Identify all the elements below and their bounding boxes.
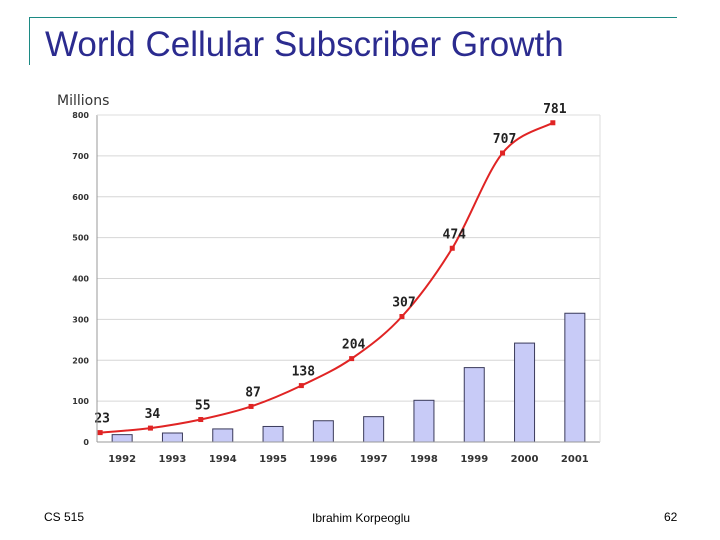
line-point-1992: [97, 430, 103, 436]
y-tick-label-700: 700: [72, 152, 89, 161]
title-frame-top: [29, 17, 677, 18]
x-tick-label-2001: 2001: [561, 454, 589, 465]
bar-layer: [111, 312, 586, 443]
data-label-1994: 55: [195, 399, 211, 414]
data-label-2000: 707: [493, 132, 516, 147]
footer-course: CS 515: [44, 510, 85, 524]
x-tick-label-1994: 1994: [209, 454, 237, 465]
footer-author: Ibrahim Korpeoglu: [312, 511, 411, 525]
y-tick-label-400: 400: [72, 275, 89, 284]
line-point-1999: [449, 245, 455, 251]
y-tick-label-300: 300: [72, 315, 89, 324]
data-label-1997: 204: [342, 338, 366, 353]
y-tick-label-200: 200: [72, 356, 89, 365]
line-point-1996: [298, 383, 304, 389]
data-label-1993: 34: [145, 407, 161, 422]
axis-layer: 0 100 200 300 400 500 600 700 800 1992 1993 1994 199…: [72, 111, 601, 465]
y-tick-label-600: 600: [72, 193, 89, 202]
slide-title: World Cellular Subscriber Growth: [45, 25, 564, 64]
data-label-2001: 781: [543, 102, 567, 117]
x-tick-label-1996: 1996: [309, 454, 337, 465]
y-tick-label-0: 0: [83, 438, 89, 447]
y-axis-title: Millions: [57, 93, 109, 109]
x-tick-label-1998: 1998: [410, 454, 438, 465]
data-label-1999: 474: [443, 227, 467, 242]
bar-1996: [312, 420, 334, 443]
y-tick-label-500: 500: [72, 234, 89, 243]
line-point-2000: [500, 150, 506, 156]
data-label-1995: 87: [245, 385, 261, 400]
x-tick-label-1999: 1999: [460, 454, 488, 465]
bar-2001: [564, 312, 586, 443]
bar-2000: [514, 342, 536, 443]
bar-1994: [212, 428, 234, 443]
x-tick-label-1995: 1995: [259, 454, 287, 465]
line-layer: [97, 120, 556, 436]
data-label-1996: 138: [292, 365, 316, 380]
bar-1998: [413, 399, 435, 443]
line-point-2001: [550, 120, 556, 126]
line-point-1997: [349, 356, 355, 362]
subscriber-line: [100, 121, 554, 434]
bar-1997: [363, 416, 385, 443]
y-tick-label-800: 800: [72, 111, 89, 120]
bar-1999: [463, 367, 485, 443]
bar-1992: [111, 434, 133, 443]
bar-1995: [262, 425, 284, 443]
title-frame-left: [29, 17, 30, 65]
x-tick-label-1992: 1992: [108, 454, 136, 465]
x-tick-label-1997: 1997: [360, 454, 388, 465]
data-label-1998: 307: [392, 296, 415, 311]
data-label-1992: 23: [94, 412, 110, 427]
bar-1993: [161, 432, 183, 443]
label-layer: 23 34 55 87 138 204 307 474 707 781: [94, 102, 566, 427]
line-point-1993: [147, 425, 153, 431]
footer-page-number: 62: [664, 510, 678, 524]
line-point-1998: [399, 314, 405, 320]
line-point-1994: [198, 417, 204, 423]
line-point-1995: [248, 403, 254, 409]
y-tick-label-100: 100: [72, 397, 89, 406]
x-tick-label-1993: 1993: [159, 454, 187, 465]
x-tick-label-2000: 2000: [511, 454, 539, 465]
